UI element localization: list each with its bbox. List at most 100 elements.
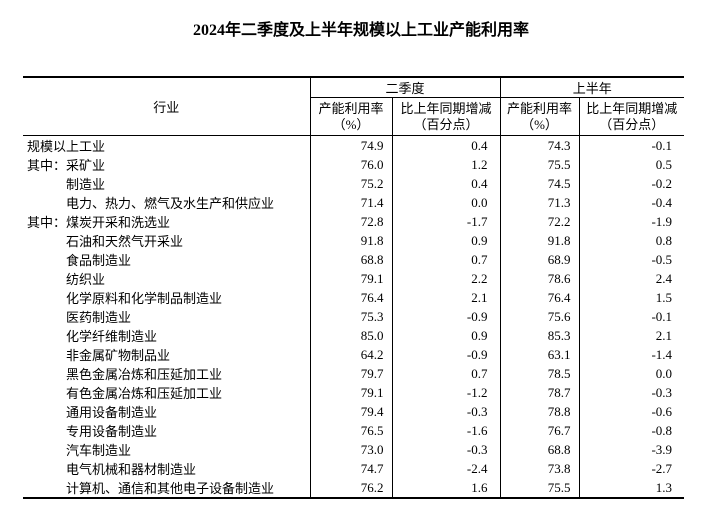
industry-name: 规模以上工业 xyxy=(27,139,106,154)
h1-utilization-cell: 75.5 xyxy=(500,478,580,498)
table-row: 通用设备制造业 79.4 -0.3 78.8 -0.6 xyxy=(23,402,684,421)
industry-name: 计算机、通信和其他电子设备制造业 xyxy=(66,481,275,496)
h1-utilization-cell: 76.4 xyxy=(500,288,580,307)
industry-name: 制造业 xyxy=(66,177,106,192)
header-line: 比上年同期增减 xyxy=(400,100,492,116)
industry-cell: 化学原料和化学制品制造业 xyxy=(23,288,311,307)
industry-cell: 其中：采矿业 xyxy=(23,155,311,174)
table-row: 非金属矿物制品业 64.2 -0.9 63.1 -1.4 xyxy=(23,345,684,364)
h1-utilization-cell: 78.7 xyxy=(500,383,580,402)
q2-utilization-cell: 76.2 xyxy=(310,478,393,498)
q2-utilization-cell: 76.4 xyxy=(310,288,393,307)
industry-name: 医药制造业 xyxy=(66,310,132,325)
table-row: 医药制造业 75.3 -0.9 75.6 -0.1 xyxy=(23,307,684,326)
table-body: 规模以上工业 74.9 0.4 74.3 -0.1 其中：采矿业 76.0 1.… xyxy=(23,135,684,498)
q2-change-cell: -1.6 xyxy=(392,421,501,440)
table-row: 其中：采矿业 76.0 1.2 75.5 0.5 xyxy=(23,155,684,174)
q2-change-cell: -0.3 xyxy=(392,440,501,459)
q2-change-cell: 0.4 xyxy=(392,174,501,193)
q2-change-cell: 0.9 xyxy=(392,326,501,345)
h1-change-cell: 0.8 xyxy=(655,232,673,248)
q2-change-cell: 0.9 xyxy=(392,231,501,250)
industry-cell: 食品制造业 xyxy=(23,250,311,269)
column-header-h1-change: 比上年同期增减 （百分点） xyxy=(579,97,685,136)
table-row: 规模以上工业 74.9 0.4 74.3 -0.1 xyxy=(23,135,684,155)
q2-utilization-cell: 72.8 xyxy=(310,212,393,231)
q2-change-cell: -0.9 xyxy=(392,307,501,326)
q2-utilization-cell: 76.5 xyxy=(310,421,393,440)
industry-name: 专用设备制造业 xyxy=(66,424,158,439)
industry-name: 电力、热力、燃气及水生产和供应业 xyxy=(66,196,275,211)
h1-utilization-cell: 74.3 xyxy=(500,135,580,155)
q2-utilization-cell: 79.4 xyxy=(310,402,393,421)
industry-name: 纺织业 xyxy=(66,272,106,287)
industry-cell: 石油和天然气开采业 xyxy=(23,231,311,250)
q2-utilization-cell: 91.8 xyxy=(310,231,393,250)
column-header-industry: 行业 xyxy=(23,77,311,136)
industry-name: 电气机械和器材制造业 xyxy=(66,462,197,477)
header-sub-row: 产能利用率 （%） 比上年同期增减 （百分点） 产能利用率 （%） 比上年同期增… xyxy=(23,97,685,136)
h1-utilization-cell: 85.3 xyxy=(500,326,580,345)
q2-change-cell: 1.2 xyxy=(392,155,501,174)
industry-cell: 制造业 xyxy=(23,174,311,193)
q2-change-cell: 2.1 xyxy=(392,288,501,307)
h1-utilization-cell: 91.8 xyxy=(500,231,580,250)
industry-cell: 电气机械和器材制造业 xyxy=(23,459,311,478)
q2-utilization-cell: 79.1 xyxy=(310,269,393,288)
industry-cell: 计算机、通信和其他电子设备制造业 xyxy=(23,478,311,498)
h1-utilization-cell: 68.8 xyxy=(500,440,580,459)
q2-utilization-cell: 68.8 xyxy=(310,250,393,269)
industry-cell: 有色金属冶炼和压延加工业 xyxy=(23,383,311,402)
h1-utilization-cell: 68.9 xyxy=(500,250,580,269)
industry-cell: 汽车制造业 xyxy=(23,440,311,459)
q2-change-cell: -1.2 xyxy=(392,383,501,402)
h1-utilization-cell: 63.1 xyxy=(500,345,580,364)
industry-name: 有色金属冶炼和压延加工业 xyxy=(66,386,223,401)
q2-utilization-cell: 64.2 xyxy=(310,345,393,364)
h1-change-cell: 2.4 xyxy=(655,270,673,286)
capacity-utilization-table: 行业 二季度 上半年 产能利用率 （%） 比上年同期增减 （百分点） 产能利用率… xyxy=(23,76,685,499)
table-row: 化学纤维制造业 85.0 0.9 85.3 2.1 xyxy=(23,326,684,345)
column-group-h1: 上半年 xyxy=(500,77,685,98)
h1-change-cell: 1.3 xyxy=(655,479,673,495)
h1-utilization-cell: 75.6 xyxy=(500,307,580,326)
page-title: 2024年二季度及上半年规模以上工业产能利用率 xyxy=(192,22,529,39)
industry-cell: 通用设备制造业 xyxy=(23,402,311,421)
h1-change-cell: -2.7 xyxy=(651,460,673,476)
industry-name: 通用设备制造业 xyxy=(66,405,158,420)
header-line: （百分点） xyxy=(413,116,479,132)
h1-change-cell: -3.9 xyxy=(651,441,673,457)
industry-name: 非金属矿物制品业 xyxy=(66,348,171,363)
q2-utilization-cell: 85.0 xyxy=(310,326,393,345)
table-row: 电力、热力、燃气及水生产和供应业 71.4 0.0 71.3 -0.4 xyxy=(23,193,684,212)
q2-change-cell: 0.7 xyxy=(392,364,501,383)
h1-utilization-cell: 78.5 xyxy=(500,364,580,383)
industry-cell: 医药制造业 xyxy=(23,307,311,326)
q2-change-cell: 0.4 xyxy=(392,135,501,155)
industry-cell: 专用设备制造业 xyxy=(23,421,311,440)
q2-utilization-cell: 71.4 xyxy=(310,193,393,212)
q2-change-cell: 0.7 xyxy=(392,250,501,269)
industry-cell: 化学纤维制造业 xyxy=(23,326,311,345)
q2-change-cell: 2.2 xyxy=(392,269,501,288)
h1-utilization-cell: 78.8 xyxy=(500,402,580,421)
h1-utilization-cell: 78.6 xyxy=(500,269,580,288)
h1-change-cell: 2.1 xyxy=(655,327,673,343)
industry-prefix: 其中： xyxy=(27,158,67,173)
industry-cell: 黑色金属冶炼和压延加工业 xyxy=(23,364,311,383)
h1-utilization-cell: 75.5 xyxy=(500,155,580,174)
industry-prefix: 其中： xyxy=(27,215,67,230)
h1-utilization-cell: 71.3 xyxy=(500,193,580,212)
q2-utilization-cell: 75.3 xyxy=(310,307,393,326)
header-line: 产能利用率 xyxy=(507,100,573,116)
q2-utilization-cell: 79.1 xyxy=(310,383,393,402)
h1-change-cell: -0.8 xyxy=(651,422,673,438)
table-row: 食品制造业 68.8 0.7 68.9 -0.5 xyxy=(23,250,684,269)
table-row: 专用设备制造业 76.5 -1.6 76.7 -0.8 xyxy=(23,421,684,440)
industry-cell: 规模以上工业 xyxy=(23,135,311,155)
h1-change-cell: -0.2 xyxy=(651,175,673,191)
table-row: 汽车制造业 73.0 -0.3 68.8 -3.9 xyxy=(23,440,684,459)
h1-change-cell: -1.4 xyxy=(651,346,673,362)
industry-cell: 非金属矿物制品业 xyxy=(23,345,311,364)
